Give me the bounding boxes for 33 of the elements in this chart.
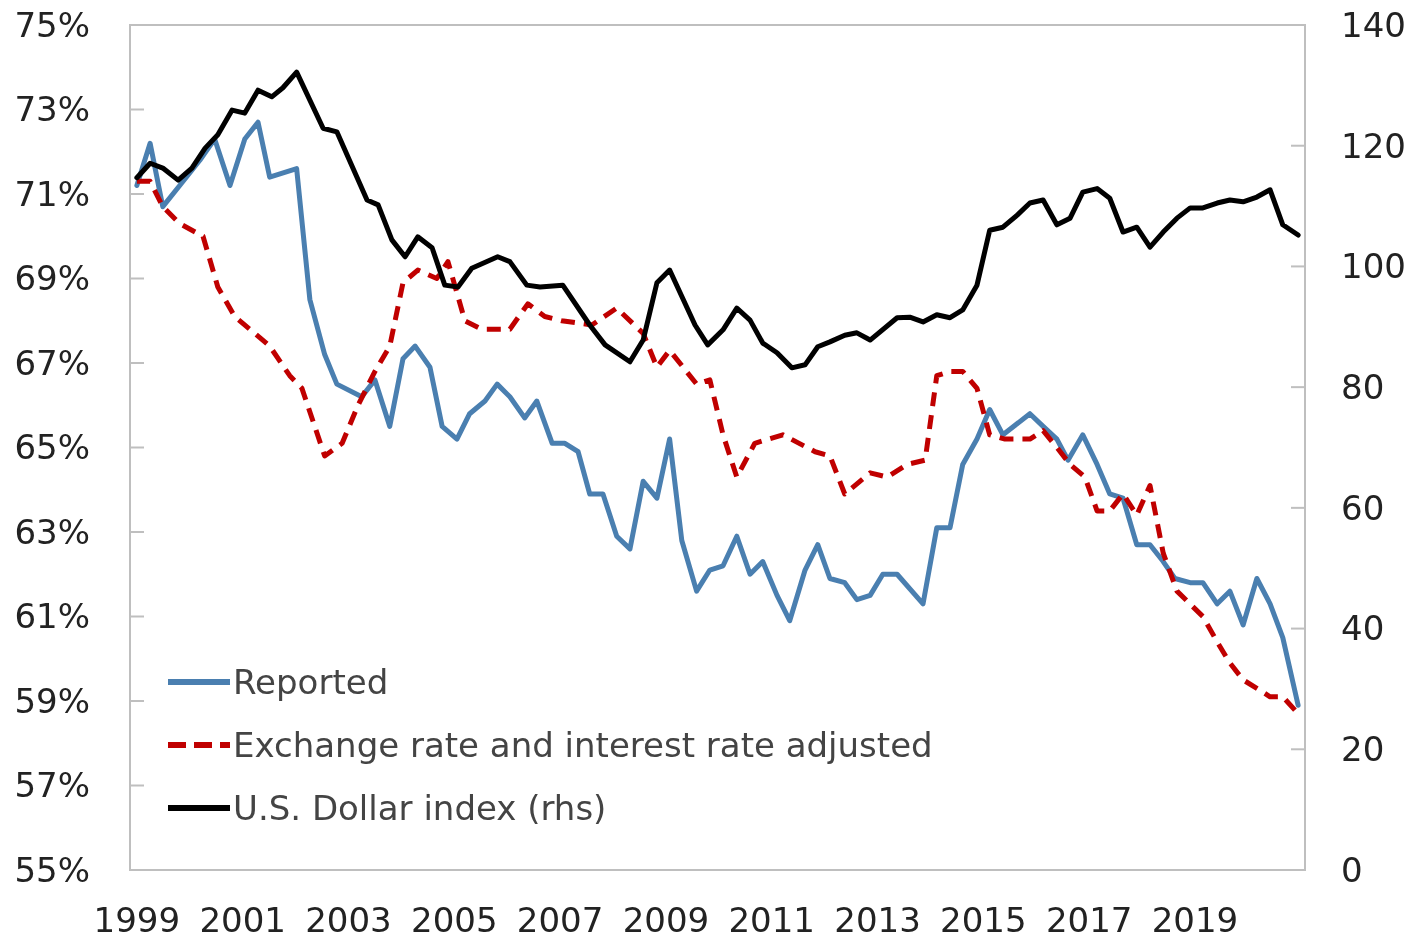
x-tick-label: 2005 xyxy=(411,900,498,940)
y-tick-label: 57% xyxy=(14,765,90,806)
x-tick-label: 2015 xyxy=(940,900,1027,940)
legend-label: Exchange rate and interest rate adjusted xyxy=(233,724,933,765)
legend-label: U.S. Dollar index (rhs) xyxy=(233,787,607,828)
x-tick-label: 2013 xyxy=(834,900,921,940)
y-tick-label: 67% xyxy=(14,342,90,383)
y2-tick-label: 140 xyxy=(1341,4,1406,45)
x-tick-label: 2011 xyxy=(728,900,815,940)
y-tick-label: 61% xyxy=(14,596,90,637)
y2-tick-label: 40 xyxy=(1341,608,1385,649)
y2-tick-label: 100 xyxy=(1341,246,1406,287)
y-tick-label: 55% xyxy=(14,849,90,890)
y-tick-label: 73% xyxy=(14,89,90,130)
y2-tick-label: 80 xyxy=(1341,367,1385,408)
x-tick-label: 2003 xyxy=(305,900,392,940)
y-tick-label: 71% xyxy=(14,173,90,214)
y-tick-label: 63% xyxy=(14,511,90,552)
y-tick-label: 75% xyxy=(14,4,90,45)
x-tick-label: 1999 xyxy=(93,900,181,940)
x-tick-label: 2007 xyxy=(516,900,604,940)
y-tick-label: 59% xyxy=(14,680,90,721)
x-tick-label: 2019 xyxy=(1151,900,1239,940)
y-tick-label: 65% xyxy=(14,427,90,468)
x-tick-label: 2017 xyxy=(1045,900,1133,940)
y2-tick-label: 120 xyxy=(1341,125,1406,166)
y2-tick-label: 60 xyxy=(1341,487,1385,528)
x-tick-label: 2009 xyxy=(622,900,710,940)
y2-tick-label: 0 xyxy=(1341,849,1363,890)
legend-label: Reported xyxy=(233,661,389,702)
y-tick-label: 69% xyxy=(14,258,90,299)
y2-tick-label: 20 xyxy=(1341,729,1385,770)
x-tick-label: 2001 xyxy=(199,900,286,940)
